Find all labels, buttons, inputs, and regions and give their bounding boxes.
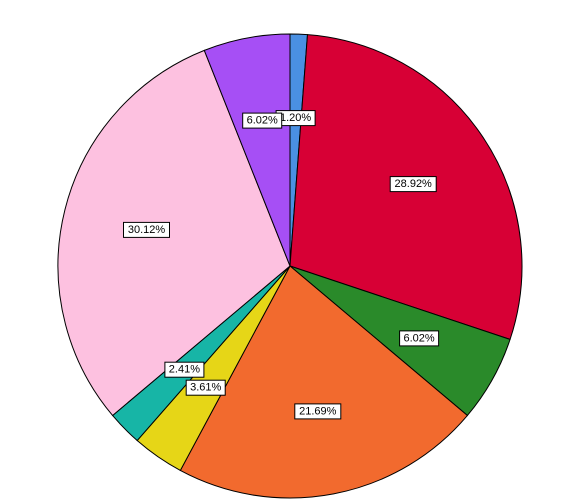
slice-label-box [389, 176, 437, 193]
slice-label-7: 30.12% [123, 221, 170, 238]
slice-label-box [399, 330, 440, 347]
pie-slice-8 [203, 33, 291, 267]
slice-label-text: 6.02% [403, 332, 434, 344]
pie-slice-4 [179, 265, 469, 499]
slice-label-box [123, 221, 170, 238]
slice-label-6: 2.41% [164, 361, 205, 378]
slice-label-5: 3.61% [185, 379, 226, 396]
slice-label-text: 30.12% [128, 224, 166, 236]
slice-label-text: 2.41% [169, 364, 200, 376]
slice-label-3: 6.02% [399, 330, 440, 347]
pie-slices [57, 33, 523, 499]
slice-label-8: 6.02% [242, 112, 283, 129]
pie-labels: 1.20% 28.92% 6.02% 21.69% 3.61% 2.41% 30.12% 6.… [123, 110, 440, 420]
pie-slice-7 [57, 49, 291, 417]
slice-label-1: 1.20% [275, 110, 316, 127]
slice-label-box [185, 379, 226, 396]
slice-label-box [164, 361, 205, 378]
slice-label-box [294, 403, 342, 420]
slice-label-text: 21.69% [299, 405, 337, 417]
slice-label-box [242, 112, 283, 129]
slice-label-4: 21.69% [294, 403, 342, 420]
slice-label-text: 1.20% [280, 112, 311, 124]
slice-label-text: 3.61% [190, 382, 221, 394]
slice-label-text: 6.02% [247, 115, 278, 127]
slice-label-text: 28.92% [395, 178, 433, 190]
slice-label-2: 28.92% [389, 176, 437, 193]
